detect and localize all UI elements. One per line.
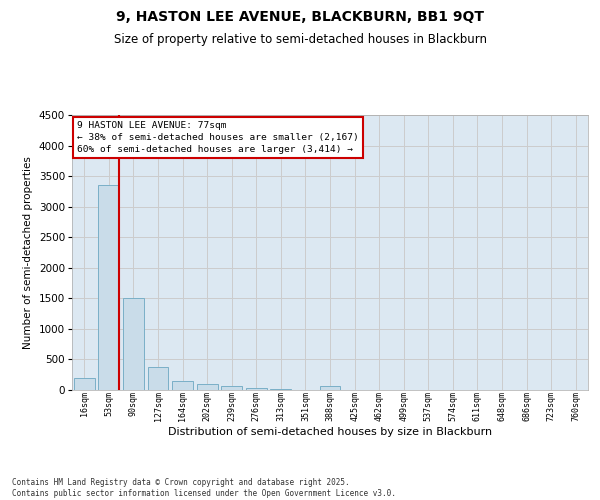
Bar	[98, 186, 119, 390]
Bar	[123, 298, 144, 390]
Bar	[246, 388, 267, 390]
Text: 9, HASTON LEE AVENUE, BLACKBURN, BB1 9QT: 9, HASTON LEE AVENUE, BLACKBURN, BB1 9QT	[116, 10, 484, 24]
Bar	[172, 381, 193, 390]
Y-axis label: Number of semi-detached properties: Number of semi-detached properties	[23, 156, 33, 349]
Bar	[148, 368, 169, 390]
Bar	[221, 386, 242, 390]
Text: 9 HASTON LEE AVENUE: 77sqm
← 38% of semi-detached houses are smaller (2,167)
60%: 9 HASTON LEE AVENUE: 77sqm ← 38% of semi…	[77, 120, 359, 154]
Text: Contains HM Land Registry data © Crown copyright and database right 2025.
Contai: Contains HM Land Registry data © Crown c…	[12, 478, 396, 498]
Bar	[320, 386, 340, 390]
X-axis label: Distribution of semi-detached houses by size in Blackburn: Distribution of semi-detached houses by …	[168, 427, 492, 437]
Bar	[74, 378, 95, 390]
Text: Size of property relative to semi-detached houses in Blackburn: Size of property relative to semi-detach…	[113, 32, 487, 46]
Bar	[197, 384, 218, 390]
